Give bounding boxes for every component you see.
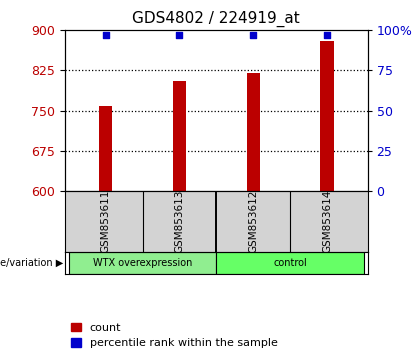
Title: GDS4802 / 224919_at: GDS4802 / 224919_at — [132, 11, 300, 27]
Text: GSM853613: GSM853613 — [174, 190, 184, 253]
Legend: count, percentile rank within the sample: count, percentile rank within the sample — [71, 322, 278, 348]
Point — [250, 32, 257, 38]
Bar — [216, 252, 364, 274]
Text: control: control — [273, 258, 307, 268]
Text: genotype/variation ▶: genotype/variation ▶ — [0, 258, 63, 268]
Text: WTX overexpression: WTX overexpression — [93, 258, 192, 268]
Point — [176, 32, 183, 38]
Point — [323, 32, 330, 38]
Point — [102, 32, 109, 38]
Bar — [99, 106, 112, 191]
Text: GSM853614: GSM853614 — [322, 190, 332, 253]
Bar — [320, 41, 333, 191]
Bar — [247, 73, 260, 191]
Bar — [69, 252, 216, 274]
Bar — [173, 81, 186, 191]
Text: GSM853612: GSM853612 — [248, 190, 258, 253]
Text: GSM853611: GSM853611 — [101, 190, 110, 253]
